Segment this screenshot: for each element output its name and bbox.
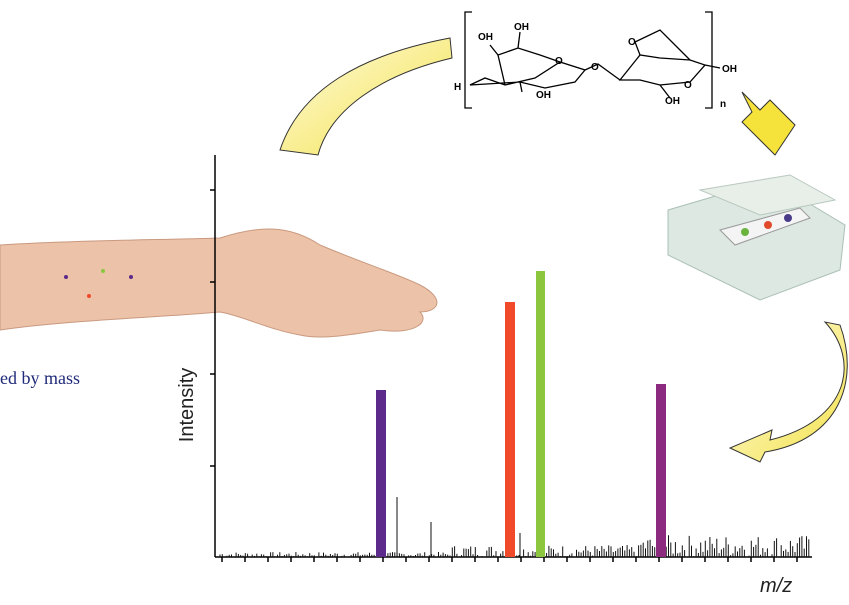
atom-label: O bbox=[684, 80, 692, 91]
slide-illustration bbox=[667, 174, 846, 301]
peak-bar bbox=[376, 390, 386, 557]
x-axis-label: m/z bbox=[760, 575, 792, 597]
atom-label: O bbox=[555, 56, 563, 67]
peak-bar bbox=[505, 302, 515, 557]
atom-label: OH bbox=[665, 96, 680, 107]
atom-label: n bbox=[720, 99, 726, 110]
structure bbox=[464, 11, 721, 109]
arrow bbox=[728, 321, 848, 463]
y-axis-label: Intensity bbox=[176, 368, 198, 442]
atom-label: O bbox=[628, 37, 636, 48]
peak-bar bbox=[656, 384, 666, 557]
atom-label: O bbox=[591, 62, 599, 73]
arrow bbox=[279, 37, 453, 156]
noise-peaks bbox=[219, 497, 810, 557]
atom-label: OH bbox=[478, 32, 493, 43]
arm-illustration bbox=[0, 228, 438, 338]
peak-bar bbox=[536, 271, 545, 557]
atom-label: H bbox=[454, 82, 461, 93]
caption-fragment: ed by mass bbox=[0, 368, 80, 388]
atom-label: OH bbox=[514, 22, 529, 33]
atom-label: OH bbox=[536, 90, 551, 101]
arrow bbox=[741, 91, 796, 156]
atom-label: OH bbox=[722, 64, 737, 75]
